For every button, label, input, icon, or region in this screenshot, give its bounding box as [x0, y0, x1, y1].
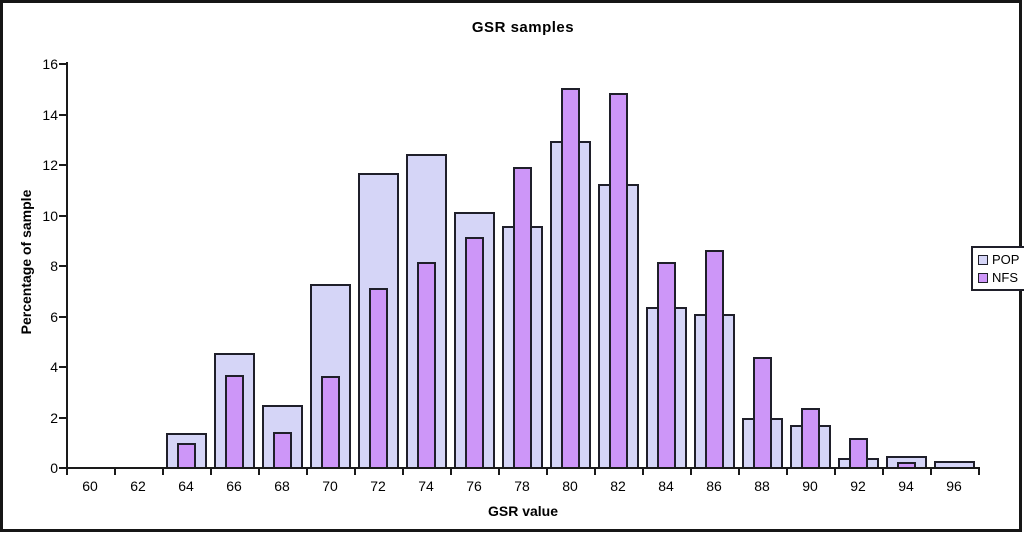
legend-label-nfs: NFS: [992, 270, 1018, 285]
x-tick-label: 96: [946, 478, 962, 494]
x-axis-title: GSR value: [487, 503, 559, 519]
bar-nfs-88: [752, 357, 772, 467]
bar-nfs-80: [560, 88, 580, 467]
y-tick-label: 2: [50, 409, 58, 426]
legend-item-pop: POP: [978, 253, 1019, 266]
bar-nfs-76: [464, 237, 484, 467]
bar-nfs-74: [416, 262, 436, 467]
bar-pop-96: [933, 461, 975, 467]
x-tick: [882, 469, 884, 475]
x-tick: [162, 469, 164, 475]
x-tick: [978, 469, 980, 475]
x-tick-label: 74: [418, 478, 434, 494]
x-tick: [834, 469, 836, 475]
x-tick-label: 80: [562, 478, 578, 494]
x-tick: [690, 469, 692, 475]
x-tick-label: 84: [658, 478, 674, 494]
x-tick: [930, 469, 932, 475]
x-tick-label: 60: [82, 478, 98, 494]
bar-nfs-84: [656, 262, 676, 467]
bar-nfs-82: [608, 93, 628, 467]
x-tick-label: 76: [466, 478, 482, 494]
x-tick: [498, 469, 500, 475]
x-tick-label: 64: [178, 478, 194, 494]
bar-nfs-68: [272, 432, 292, 467]
x-tick-label: 92: [850, 478, 866, 494]
y-tick: [59, 315, 66, 318]
x-tick: [546, 469, 548, 475]
x-tick-label: 90: [802, 478, 818, 494]
x-tick-label: 82: [610, 478, 626, 494]
x-tick: [354, 469, 356, 475]
bar-nfs-78: [512, 167, 532, 467]
y-tick: [59, 467, 66, 469]
x-tick: [642, 469, 644, 475]
y-axis-line: [66, 62, 68, 469]
bar-nfs-70: [320, 376, 340, 467]
x-tick: [786, 469, 788, 475]
bar-nfs-90: [800, 408, 820, 467]
y-tick-label: 12: [42, 157, 58, 173]
x-tick: [66, 469, 68, 475]
y-tick: [59, 63, 66, 65]
legend-swatch-nfs: [978, 272, 988, 283]
x-tick-label: 78: [514, 478, 530, 494]
x-tick: [402, 469, 404, 475]
y-tick-label: 8: [50, 258, 58, 274]
x-tick: [738, 469, 740, 475]
y-tick-label: 16: [42, 56, 58, 72]
y-tick: [59, 113, 66, 116]
legend: POP NFS: [971, 246, 1024, 291]
bar-pop-94: [885, 456, 927, 467]
y-tick: [59, 214, 66, 217]
x-tick-label: 88: [754, 478, 770, 494]
x-tick: [594, 469, 596, 475]
y-tick: [59, 416, 66, 419]
bar-nfs-86: [704, 250, 724, 467]
y-tick-label: 4: [50, 359, 58, 375]
legend-label-pop: POP: [992, 252, 1020, 267]
x-tick: [258, 469, 260, 475]
y-tick: [59, 164, 66, 166]
x-tick: [450, 469, 452, 475]
legend-swatch-pop: [978, 254, 988, 265]
y-tick: [59, 265, 66, 267]
bar-nfs-66: [224, 375, 244, 467]
x-tick-label: 70: [322, 478, 338, 494]
legend-item-nfs: NFS: [978, 271, 1019, 284]
y-tick: [59, 366, 66, 368]
x-tick-label: 66: [226, 478, 242, 494]
y-tick-label: 14: [42, 106, 58, 123]
bar-nfs-72: [368, 288, 388, 467]
y-tick-label: 0: [50, 460, 58, 476]
x-tick-label: 62: [130, 478, 146, 494]
x-tick: [114, 469, 116, 475]
y-tick-label: 10: [42, 207, 58, 224]
x-tick-label: 68: [274, 478, 290, 494]
bar-nfs-94: [896, 462, 916, 467]
x-tick-label: 86: [706, 478, 722, 494]
x-tick-label: 94: [898, 478, 914, 494]
chart-title: GSR samples: [471, 19, 575, 36]
x-tick-label: 72: [370, 478, 386, 494]
y-tick-label: 6: [50, 308, 58, 325]
x-axis-line: [66, 467, 980, 469]
x-tick: [210, 469, 212, 475]
x-tick: [306, 469, 308, 475]
bar-nfs-64: [176, 443, 196, 467]
bar-nfs-92: [848, 438, 868, 467]
